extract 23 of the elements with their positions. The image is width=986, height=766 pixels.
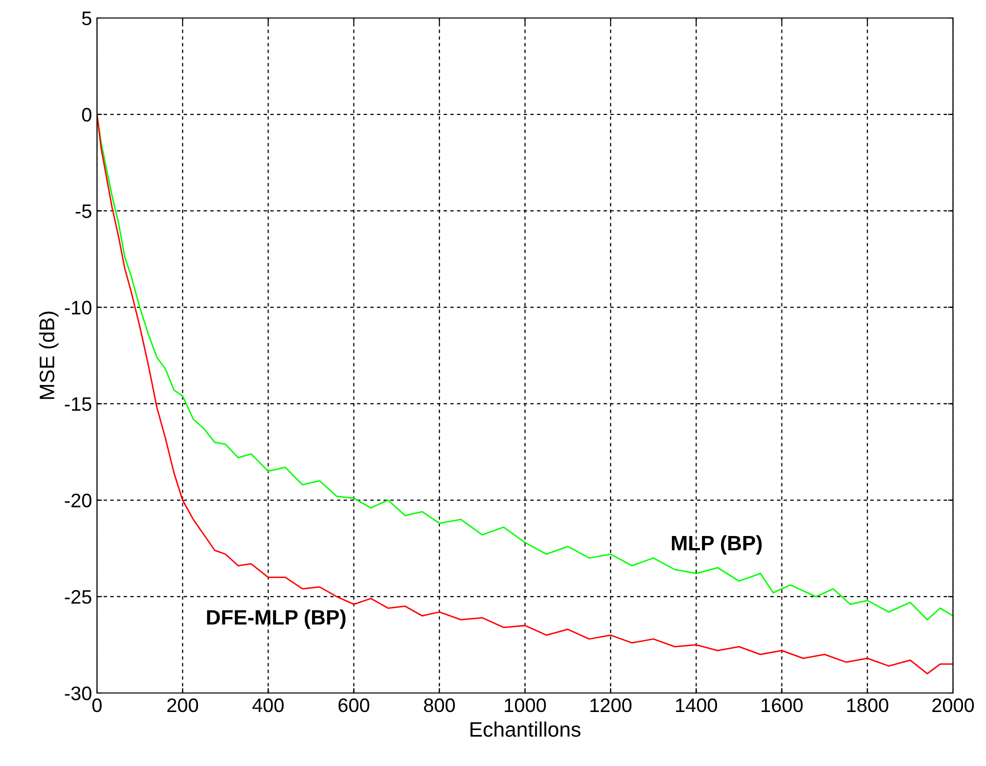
x-tick-label: 400 [252, 698, 284, 712]
x-tick-label: 1600 [762, 698, 803, 712]
x-tick-label: 1000 [504, 698, 546, 712]
x-tick-label: 1200 [590, 698, 632, 712]
y-tick-label: -5 [76, 204, 92, 218]
y-axis-title: MSE (dB) [39, 312, 58, 399]
x-tick-label: 0 [92, 698, 102, 712]
x-tick-label: 2000 [932, 698, 974, 712]
y-tick-label: -30 [64, 686, 92, 700]
x-tick-label: 800 [424, 698, 455, 712]
y-tick-label: -25 [64, 590, 92, 604]
annotation: DFE-MLP (BP) [207, 609, 346, 629]
y-tick-label: -20 [64, 494, 92, 508]
x-tick-label: 1800 [847, 698, 888, 712]
y-tick-label: -15 [64, 397, 92, 411]
y-tick-label: 0 [82, 108, 92, 122]
y-tick-label: 5 [82, 12, 92, 26]
x-tick-label: 1400 [676, 698, 718, 712]
x-tick-label: 600 [338, 698, 370, 712]
x-tick-label: 200 [167, 698, 198, 712]
annotation: MLP (BP) [672, 535, 762, 555]
y-tick-label: -10 [64, 300, 92, 315]
x-axis-title: Echantillons [470, 722, 580, 737]
